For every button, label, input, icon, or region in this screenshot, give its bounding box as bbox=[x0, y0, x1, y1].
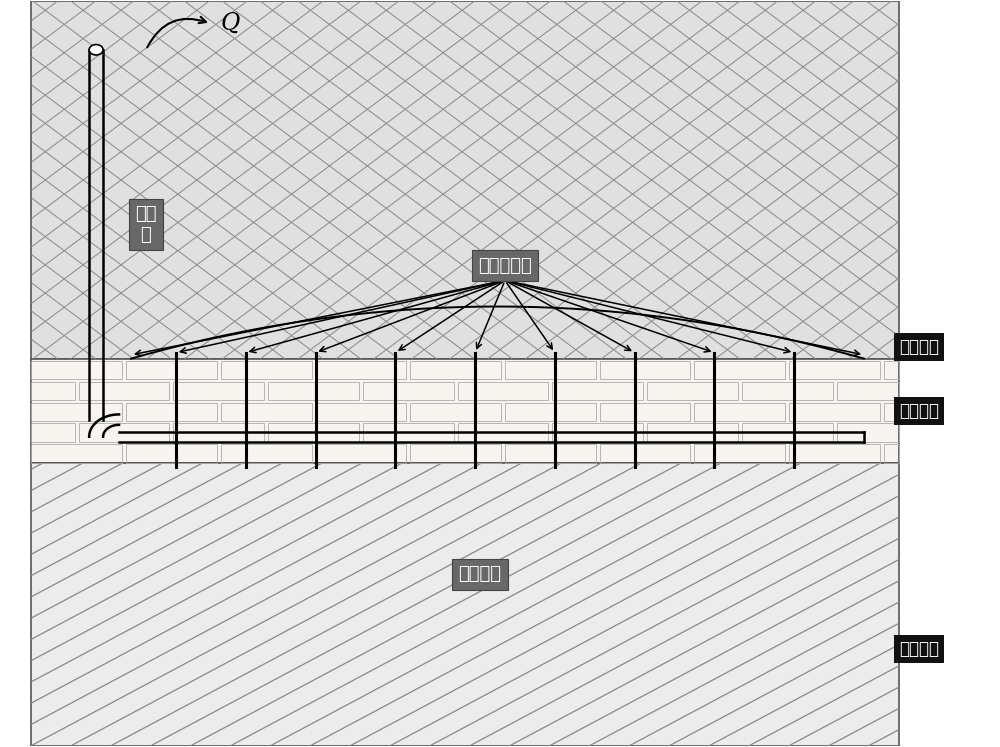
Bar bbox=[600, 361, 690, 379]
Bar bbox=[789, 361, 880, 379]
Bar bbox=[694, 403, 785, 421]
Bar bbox=[505, 444, 596, 463]
Text: 人工压裂缝: 人工压裂缝 bbox=[478, 256, 532, 275]
Bar bbox=[884, 444, 899, 463]
Bar bbox=[647, 424, 738, 442]
Text: 下伏地层: 下伏地层 bbox=[899, 640, 939, 658]
Bar bbox=[221, 444, 312, 463]
Bar bbox=[173, 424, 264, 442]
Bar bbox=[742, 382, 833, 400]
Bar bbox=[31, 444, 122, 463]
Bar bbox=[552, 424, 643, 442]
Bar bbox=[837, 424, 899, 442]
Bar bbox=[789, 403, 880, 421]
Bar bbox=[552, 382, 643, 400]
Bar bbox=[173, 382, 264, 400]
Bar bbox=[505, 403, 596, 421]
Bar bbox=[363, 382, 454, 400]
Bar bbox=[316, 361, 406, 379]
Text: Q: Q bbox=[221, 12, 240, 35]
Bar bbox=[884, 403, 899, 421]
Bar bbox=[600, 403, 690, 421]
Bar bbox=[126, 403, 217, 421]
Bar bbox=[600, 444, 690, 463]
Bar bbox=[316, 444, 406, 463]
Bar bbox=[268, 424, 359, 442]
Bar bbox=[837, 382, 899, 400]
Bar bbox=[79, 424, 169, 442]
Bar bbox=[31, 403, 122, 421]
Bar bbox=[884, 361, 899, 379]
Bar bbox=[126, 361, 217, 379]
Bar bbox=[268, 382, 359, 400]
Bar bbox=[694, 361, 785, 379]
Bar bbox=[647, 382, 738, 400]
Bar bbox=[31, 463, 899, 746]
Bar bbox=[31, 424, 75, 442]
Bar bbox=[410, 444, 501, 463]
Bar bbox=[410, 403, 501, 421]
Text: 水平井段: 水平井段 bbox=[459, 565, 502, 583]
Bar bbox=[31, 382, 75, 400]
Text: 储油薄层: 储油薄层 bbox=[899, 402, 939, 420]
Circle shape bbox=[89, 45, 103, 55]
Bar bbox=[789, 444, 880, 463]
Bar bbox=[221, 403, 312, 421]
Bar bbox=[221, 361, 312, 379]
Bar bbox=[79, 382, 169, 400]
Bar bbox=[31, 359, 899, 463]
Bar bbox=[458, 424, 548, 442]
Bar bbox=[694, 444, 785, 463]
Bar bbox=[458, 382, 548, 400]
Bar bbox=[363, 424, 454, 442]
Bar bbox=[31, 361, 122, 379]
Bar bbox=[742, 424, 833, 442]
Bar bbox=[505, 361, 596, 379]
Bar bbox=[31, 1, 899, 359]
Text: 上覆地层: 上覆地层 bbox=[899, 338, 939, 356]
Bar bbox=[410, 361, 501, 379]
Bar bbox=[316, 403, 406, 421]
Text: 直井
段: 直井 段 bbox=[135, 205, 157, 244]
Bar bbox=[126, 444, 217, 463]
